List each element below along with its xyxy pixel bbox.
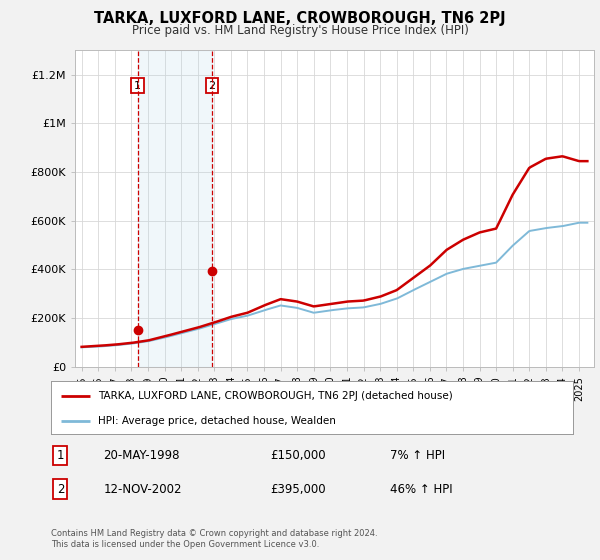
Text: 2: 2	[209, 81, 215, 91]
Text: Contains HM Land Registry data © Crown copyright and database right 2024.
This d: Contains HM Land Registry data © Crown c…	[51, 529, 377, 549]
Text: TARKA, LUXFORD LANE, CROWBOROUGH, TN6 2PJ: TARKA, LUXFORD LANE, CROWBOROUGH, TN6 2P…	[94, 11, 506, 26]
Text: £150,000: £150,000	[270, 449, 326, 462]
Text: TARKA, LUXFORD LANE, CROWBOROUGH, TN6 2PJ (detached house): TARKA, LUXFORD LANE, CROWBOROUGH, TN6 2P…	[98, 391, 453, 401]
Text: HPI: Average price, detached house, Wealden: HPI: Average price, detached house, Weal…	[98, 416, 336, 426]
Text: 12-NOV-2002: 12-NOV-2002	[103, 483, 182, 496]
Text: 2: 2	[56, 483, 64, 496]
Text: 1: 1	[56, 449, 64, 462]
Text: £395,000: £395,000	[270, 483, 326, 496]
Text: 7% ↑ HPI: 7% ↑ HPI	[391, 449, 445, 462]
Text: 1: 1	[134, 81, 141, 91]
Text: 20-MAY-1998: 20-MAY-1998	[103, 449, 180, 462]
Text: Price paid vs. HM Land Registry's House Price Index (HPI): Price paid vs. HM Land Registry's House …	[131, 24, 469, 36]
Text: 46% ↑ HPI: 46% ↑ HPI	[391, 483, 453, 496]
Bar	[137, 50, 212, 367]
